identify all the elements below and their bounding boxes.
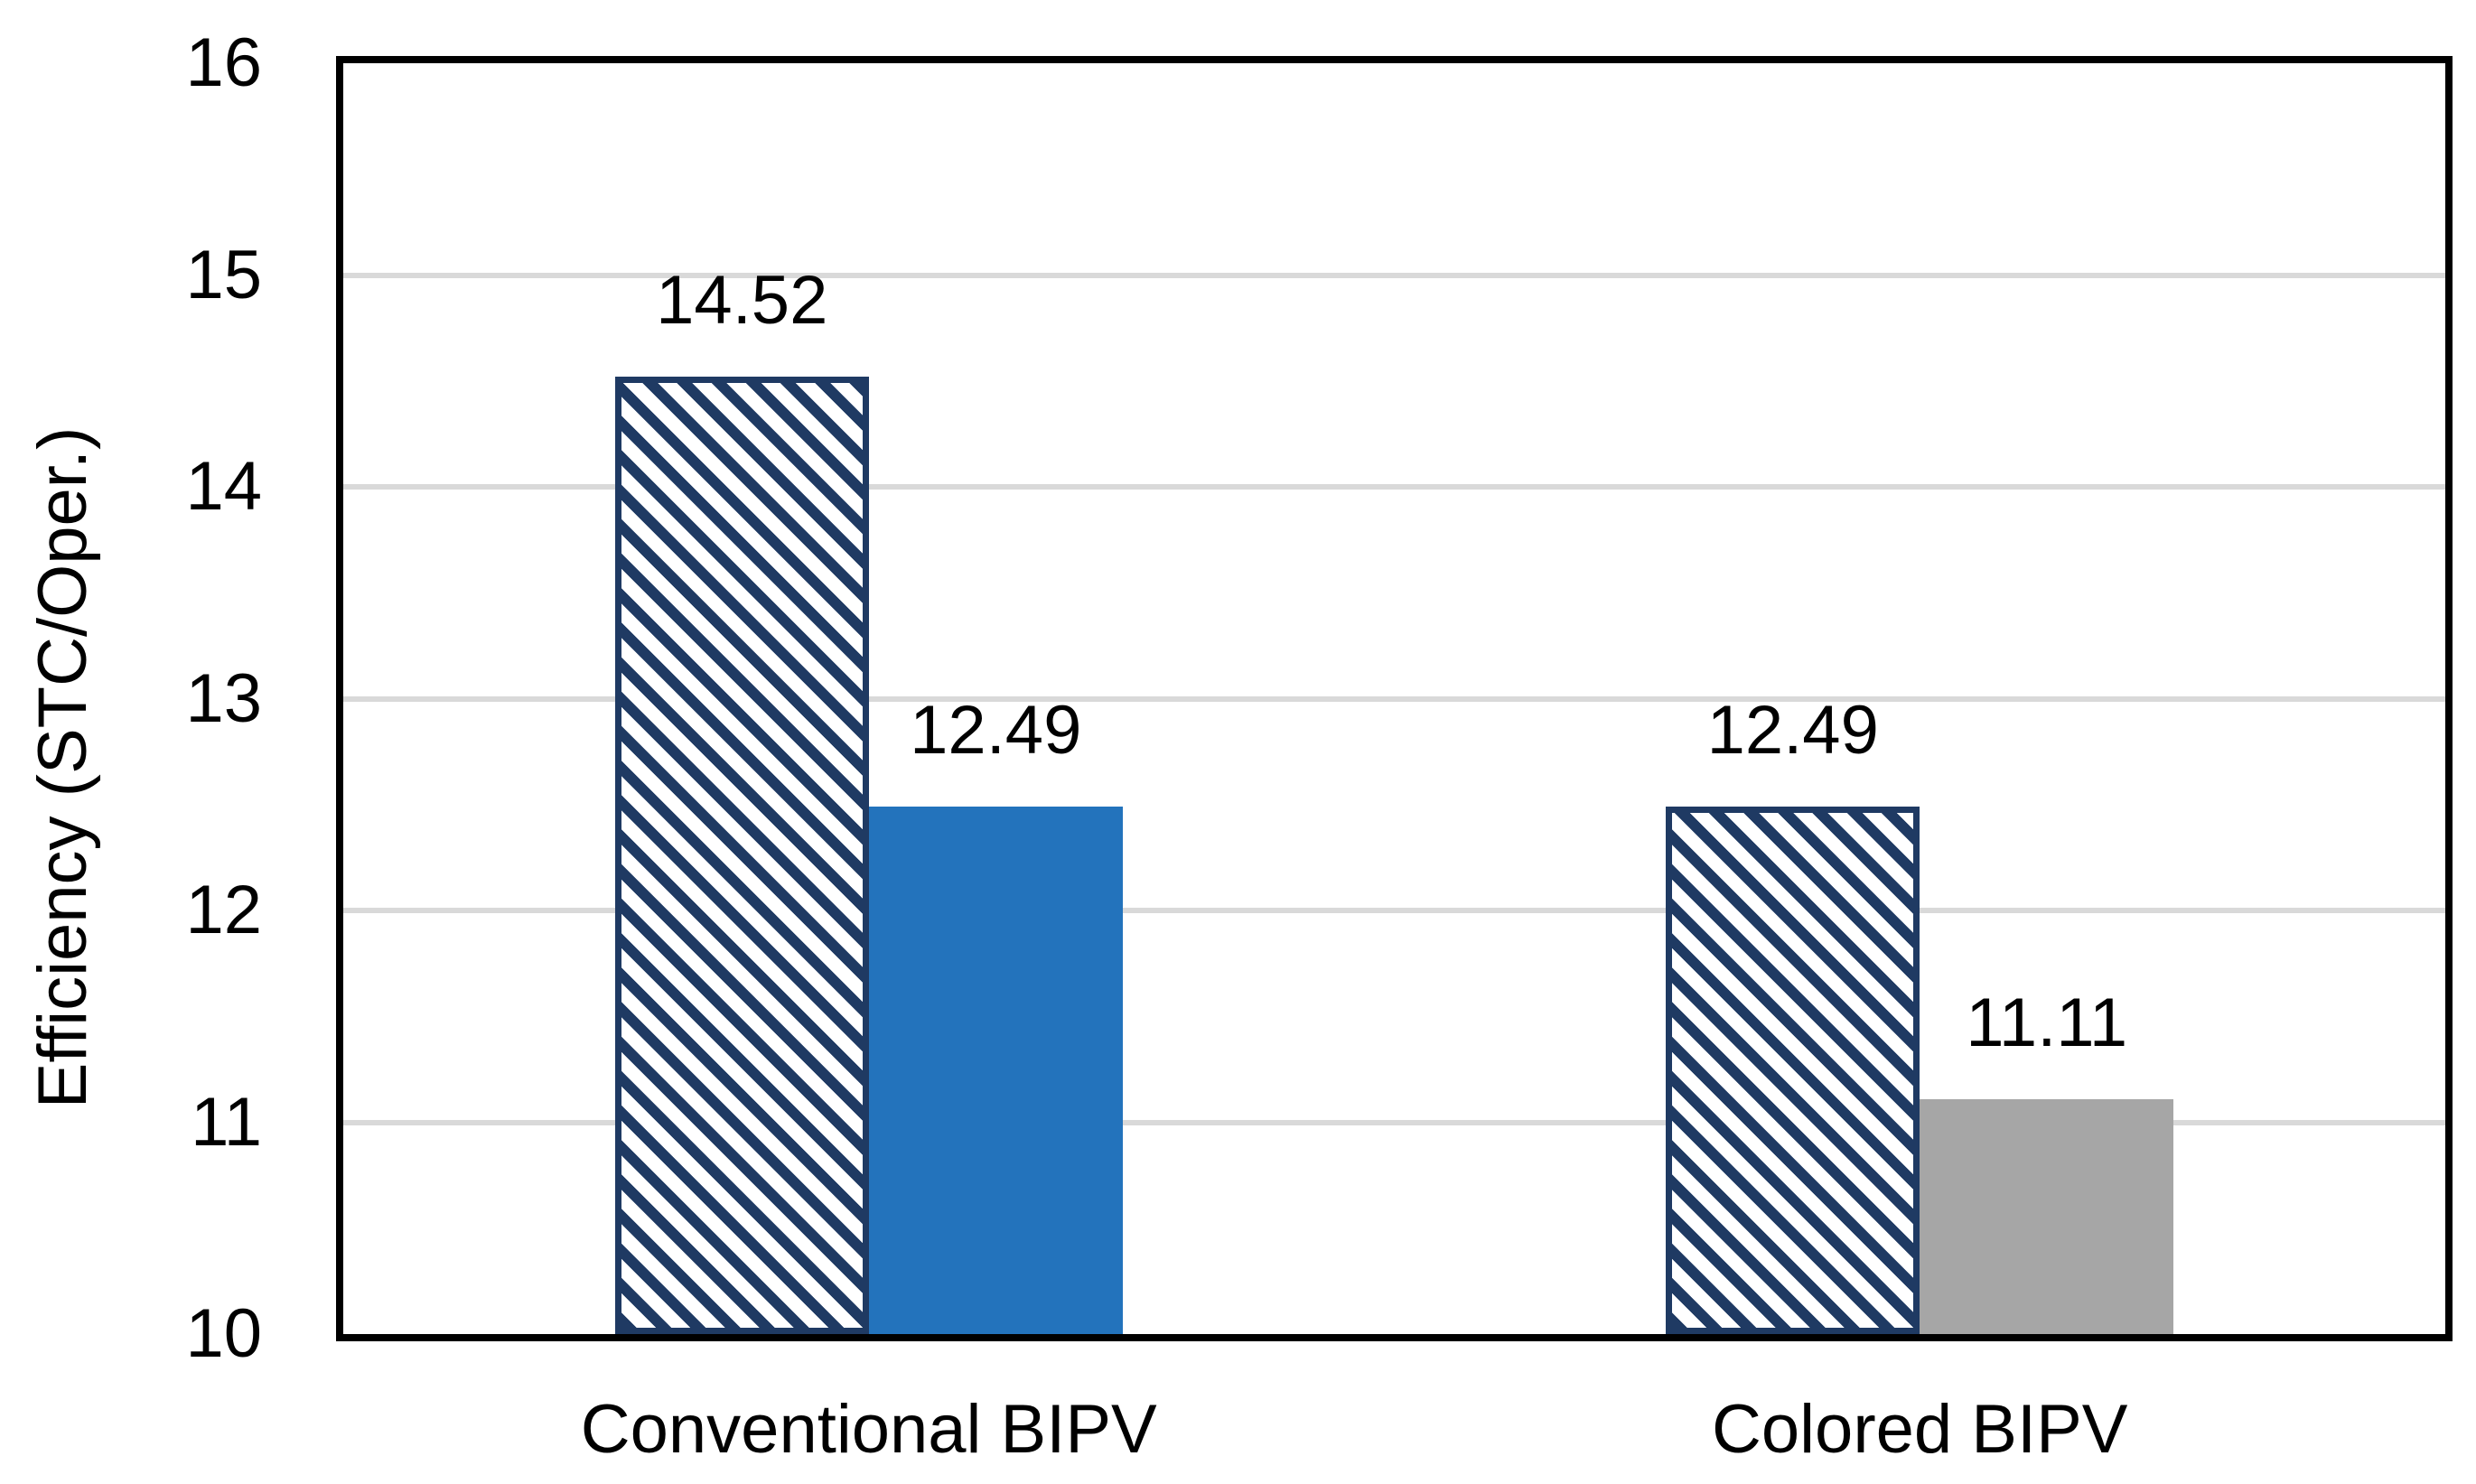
gridline-y-14 xyxy=(343,484,2445,490)
bar-oper--colored-bipv xyxy=(1920,1098,2174,1334)
y-tick-label-16: 16 xyxy=(185,24,262,101)
y-tick-label-14: 14 xyxy=(185,448,262,525)
bar-oper--conventional-bipv xyxy=(868,807,1123,1334)
y-tick-label-15: 15 xyxy=(185,236,262,313)
y-tick-label-11: 11 xyxy=(191,1083,262,1161)
y-axis-title: Efficiency (STC/Oper.) xyxy=(24,426,101,1109)
data-label-oper--conventional-bipv: 12.49 xyxy=(910,692,1082,770)
category-label-conventional-bipv: Conventional BIPV xyxy=(580,1391,1157,1468)
bar-stc-colored-bipv xyxy=(1666,807,1920,1334)
data-label-stc-conventional-bipv: 14.52 xyxy=(656,262,828,340)
y-tick-label-13: 13 xyxy=(185,659,262,737)
bar-stc-conventional-bipv xyxy=(614,377,869,1334)
gridline-y-11 xyxy=(343,1119,2445,1125)
y-tick-label-12: 12 xyxy=(185,872,262,948)
gridline-y-12 xyxy=(343,908,2445,913)
y-tick-label-10: 10 xyxy=(185,1295,262,1372)
gridline-y-15 xyxy=(343,272,2445,278)
category-label-colored-bipv: Colored BIPV xyxy=(1712,1391,2128,1468)
data-label-stc-colored-bipv: 12.49 xyxy=(1706,692,1879,770)
gridline-y-13 xyxy=(343,695,2445,702)
data-label-oper--colored-bipv: 11.11 xyxy=(1966,984,2128,1061)
